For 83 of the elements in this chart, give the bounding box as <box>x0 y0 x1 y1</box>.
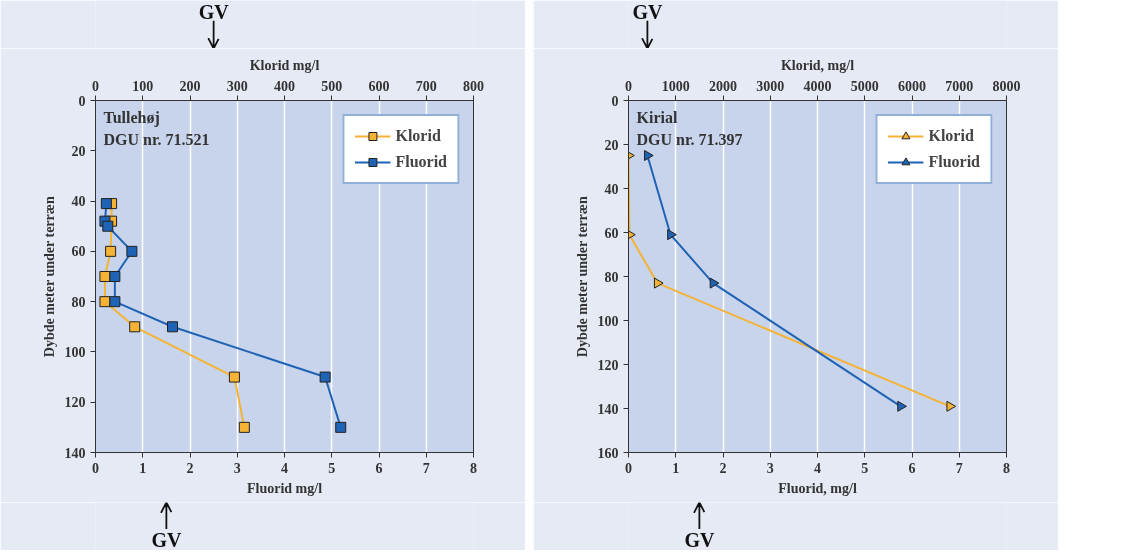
point <box>897 400 907 412</box>
x-tick-label: 7 <box>422 460 430 476</box>
point <box>126 245 138 257</box>
x-tick-label: 1 <box>672 460 680 476</box>
point <box>167 321 179 333</box>
x-tick-label: 0 <box>92 460 99 476</box>
point <box>644 150 654 161</box>
y-tick-label: 0 <box>78 93 86 109</box>
point <box>709 277 720 289</box>
legend-label: Klorid <box>395 127 441 145</box>
x-axis-title: Fluorid, mg/l <box>778 480 857 496</box>
x2-tick-label: 800 <box>463 78 484 94</box>
x-tick-label: 0 <box>625 460 632 476</box>
x-tick-label: 2 <box>719 460 727 476</box>
x2-tick-label: 700 <box>415 78 437 94</box>
y-tick-label: 60 <box>604 225 619 241</box>
y-tick-label: 100 <box>597 313 619 329</box>
x2-axis-title: Klorid mg/l <box>249 57 320 73</box>
ref-line-label: GV <box>684 528 715 551</box>
y-tick-label: 120 <box>64 395 86 411</box>
x2-tick-label: 0 <box>92 78 99 94</box>
x2-tick-label: 100 <box>132 78 154 94</box>
x-tick-label: 4 <box>814 460 821 476</box>
x-axis-title: Fluorid mg/l <box>246 480 323 496</box>
y-tick-label: 40 <box>604 181 619 197</box>
x-tick-label: 2 <box>186 460 194 476</box>
x2-tick-label: 2000 <box>709 78 737 94</box>
x2-tick-label: 300 <box>226 78 248 94</box>
point <box>335 421 347 433</box>
ref-line-label: GV <box>151 528 182 551</box>
ref-line-label: GV <box>632 0 663 23</box>
y-tick-label: 160 <box>597 445 619 461</box>
x-tick-label: 4 <box>281 460 288 476</box>
x-tick-label: 3 <box>233 460 241 476</box>
y-tick-label: 0 <box>611 93 619 109</box>
x2-tick-label: 6000 <box>898 78 926 94</box>
legend-label: Fluorid <box>928 153 980 171</box>
x2-tick-label: 200 <box>179 78 201 94</box>
x-tick-label: 7 <box>955 460 963 476</box>
x2-tick-label: 3000 <box>756 78 785 94</box>
point <box>109 271 121 282</box>
x2-tick-label: 5000 <box>850 78 879 94</box>
y-tick-label: 60 <box>71 244 86 260</box>
legend-label: Klorid <box>928 127 974 145</box>
y-tick-label: 80 <box>71 294 86 310</box>
x2-tick-label: 0 <box>625 78 632 94</box>
legend-label: Fluorid <box>395 153 447 171</box>
ref-line-label: GV <box>198 0 230 23</box>
point <box>319 371 331 383</box>
x2-tick-label: 8000 <box>992 78 1021 94</box>
x-tick-label: 6 <box>375 460 383 476</box>
y-tick-label: 20 <box>71 143 86 159</box>
x2-tick-label: 1000 <box>661 78 690 94</box>
x-tick-label: 5 <box>328 460 336 476</box>
x2-tick-label: 600 <box>368 78 390 94</box>
x2-tick-label: 400 <box>274 78 295 94</box>
x-tick-label: 8 <box>1003 460 1010 476</box>
x-tick-label: 3 <box>766 460 774 476</box>
y-axis-title: Dybde meter under terræn <box>574 196 590 358</box>
point <box>109 296 121 308</box>
x2-tick-label: 500 <box>321 78 343 94</box>
annotation: Kirial <box>636 108 678 126</box>
x-tick-label: 8 <box>470 460 477 476</box>
y-tick-label: 20 <box>604 137 619 153</box>
x-tick-label: 6 <box>908 460 916 476</box>
point <box>667 229 677 241</box>
y-tick-label: 100 <box>64 344 86 360</box>
x-tick-label: 5 <box>861 460 869 476</box>
point <box>102 220 114 232</box>
y-tick-label: 40 <box>71 194 86 210</box>
y-tick-label: 120 <box>597 357 619 373</box>
annotation: Tullehøj <box>103 108 160 127</box>
x2-tick-label: 4000 <box>803 78 832 94</box>
annotation: DGU nr. 71.397 <box>636 130 743 148</box>
x2-tick-label: 7000 <box>945 78 974 94</box>
y-tick-label: 140 <box>597 401 619 417</box>
point <box>100 198 112 210</box>
x-tick-label: 1 <box>139 460 147 476</box>
y-axis-title: Dybde meter under terræn <box>41 196 57 358</box>
y-tick-label: 140 <box>64 445 86 461</box>
annotation: DGU nr. 71.521 <box>103 130 210 148</box>
y-tick-label: 80 <box>604 269 619 285</box>
x2-axis-title: Klorid, mg/l <box>780 57 855 73</box>
